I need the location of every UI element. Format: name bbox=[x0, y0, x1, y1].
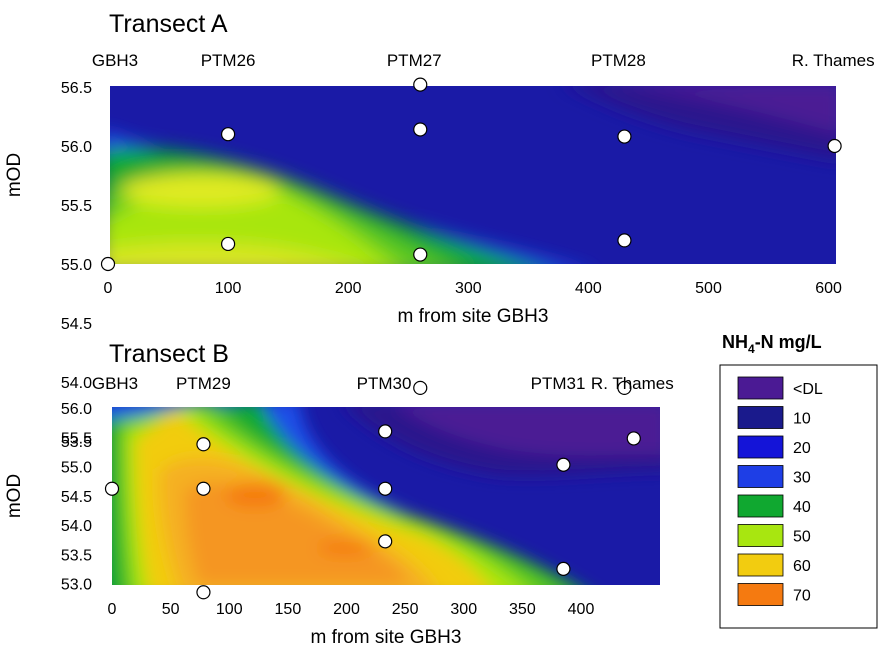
legend-label: 50 bbox=[793, 529, 811, 546]
legend-swatch bbox=[737, 524, 784, 547]
transect-b-site-labels: GBH3 PTM29 PTM30 PTM31 R. Thames bbox=[92, 374, 674, 393]
transect-b-contour-field bbox=[112, 407, 660, 585]
legend-label: 30 bbox=[793, 470, 811, 487]
transect-a-y-tick-label: 55.0 bbox=[61, 257, 92, 274]
transect-b-x-tick-label: 350 bbox=[509, 601, 536, 618]
legend-swatch bbox=[737, 553, 784, 577]
transect-a-sample-point bbox=[413, 247, 428, 262]
transect-b-x-tick-label: 50 bbox=[162, 601, 180, 618]
transect-a-x-tick-label: 600 bbox=[815, 280, 842, 297]
transect-a-site-label: R. Thames bbox=[792, 51, 875, 70]
transect-a-site-label: PTM26 bbox=[201, 51, 256, 70]
transect-b-y-tick-label: 55.0 bbox=[61, 460, 92, 477]
legend-label: <DL bbox=[793, 381, 823, 398]
transect-b-sample-point bbox=[196, 481, 211, 496]
transect-b-y-tick-label: 54.0 bbox=[61, 518, 92, 535]
transect-a-contour-field bbox=[110, 86, 836, 264]
transect-a-y-tick-label: 55.5 bbox=[61, 198, 92, 215]
transect-b-y-tick-label: 54.5 bbox=[61, 489, 92, 506]
transect-a-sample-point bbox=[617, 233, 632, 248]
legend-label: 20 bbox=[793, 440, 811, 457]
transect-b-x-tick-label: 400 bbox=[568, 601, 595, 618]
transect-a-sample-point bbox=[827, 138, 842, 154]
transect-b-sample-point bbox=[556, 457, 571, 472]
transect-b-y-tick-label: 53.5 bbox=[61, 547, 92, 564]
transect-a-sample-point bbox=[413, 380, 428, 395]
transect-a-x-tick-label: 0 bbox=[104, 280, 113, 297]
transect-b-sample-point bbox=[556, 561, 571, 576]
transect-a-sample-point bbox=[221, 127, 236, 142]
legend-swatch bbox=[737, 465, 784, 488]
transect-a-sample-point bbox=[100, 256, 116, 272]
legend-label: 40 bbox=[793, 499, 811, 516]
transect-b-site-label: PTM30 bbox=[357, 374, 412, 393]
transect-a-x-label: m from site GBH3 bbox=[398, 306, 549, 327]
transect-b-x-tick-label: 150 bbox=[275, 601, 302, 618]
transect-a-title: Transect A bbox=[109, 10, 228, 38]
transect-b-x-label: m from site GBH3 bbox=[311, 627, 462, 648]
legend: NH4-N mg/L <DL 10 20 30 40 50 60 70 bbox=[719, 332, 878, 629]
legend-label: 60 bbox=[793, 558, 811, 575]
transect-b-sample-points bbox=[104, 424, 641, 600]
transect-a-sample-point bbox=[413, 77, 428, 92]
transect-b-chart: Transect B 0 50 100 150 200 250 300 350 400 56.0 5… bbox=[4, 340, 674, 648]
transect-a-x-tick-label: 300 bbox=[455, 280, 482, 297]
transect-b-sample-point bbox=[626, 431, 641, 446]
transect-a-y-tick-label: 54.0 bbox=[61, 375, 92, 392]
transect-b-sample-point bbox=[196, 437, 211, 452]
transect-a-site-labels: GBH3 PTM26 PTM27 PTM28 R. Thames bbox=[92, 51, 875, 70]
transect-b-sample-point bbox=[378, 481, 393, 496]
legend-label: 70 bbox=[793, 588, 811, 605]
transect-a-site-label: GBH3 bbox=[92, 51, 138, 70]
legend-title-main: NH bbox=[722, 332, 748, 352]
transect-a-y-tick-label: 54.5 bbox=[61, 316, 92, 333]
legend-swatch bbox=[737, 406, 784, 429]
transect-a-sample-point bbox=[617, 380, 632, 395]
transect-b-site-label: GBH3 bbox=[92, 374, 138, 393]
transect-b-title: Transect B bbox=[109, 340, 229, 368]
transect-b-x-tick-label: 250 bbox=[392, 601, 419, 618]
transect-a-x-tick-label: 400 bbox=[575, 280, 602, 297]
transect-b-sample-point bbox=[378, 424, 393, 439]
transect-b-sample-point bbox=[104, 481, 120, 496]
transect-a-sample-point bbox=[617, 129, 632, 144]
transect-b-y-tick-label: 55.5 bbox=[61, 430, 92, 447]
transect-a-sample-point bbox=[221, 236, 236, 252]
transect-b-y-label: mOD bbox=[4, 474, 25, 518]
transect-b-x-tick-label: 300 bbox=[450, 601, 477, 618]
transect-a-sample-point bbox=[413, 122, 428, 137]
legend-swatch bbox=[737, 376, 784, 400]
legend-title-sub: 4 bbox=[748, 342, 755, 356]
transect-b-site-label: R. Thames bbox=[591, 374, 674, 393]
transect-b-x-tick-label: 0 bbox=[108, 601, 117, 618]
transect-b-site-label: PTM31 bbox=[531, 374, 586, 393]
legend-swatch bbox=[737, 583, 784, 606]
transect-a-x-tick-label: 500 bbox=[695, 280, 722, 297]
transect-b-sample-point bbox=[378, 534, 393, 549]
transect-b-y-tick-label: 53.0 bbox=[61, 577, 92, 594]
transect-b-axes: 0 50 100 150 200 250 300 350 400 56.0 55.5 55.0 54.5… bbox=[61, 401, 595, 618]
transect-a-chart: Transect A 0 100 200 300 400 500 600 56.5 56.0 55… bbox=[4, 10, 875, 472]
transect-a-axes: 0 100 200 300 400 500 600 56.5 56.0 55.5 55.0 54.5 5… bbox=[61, 80, 842, 451]
transect-a-x-tick-label: 100 bbox=[215, 280, 242, 297]
transect-a-y-tick-label: 56.5 bbox=[61, 80, 92, 97]
transect-a-y-label: mOD bbox=[4, 153, 25, 197]
legend-label: 10 bbox=[793, 411, 811, 428]
transect-b-x-tick-label: 100 bbox=[216, 601, 243, 618]
transect-b-sample-point bbox=[196, 585, 211, 600]
transect-a-site-label: PTM27 bbox=[387, 51, 442, 70]
transect-b-x-tick-label: 200 bbox=[333, 601, 360, 618]
legend-title: NH4-N mg/L bbox=[722, 332, 822, 356]
transect-b-y-tick-label: 56.0 bbox=[61, 401, 92, 418]
transect-a-x-tick-label: 200 bbox=[335, 280, 362, 297]
legend-swatch bbox=[737, 435, 784, 459]
transect-b-site-label: PTM29 bbox=[176, 374, 231, 393]
legend-title-rest: -N mg/L bbox=[755, 332, 822, 352]
transect-a-y-tick-label: 53.5 bbox=[61, 434, 92, 451]
transect-a-site-label: PTM28 bbox=[591, 51, 646, 70]
legend-items: <DL 10 20 30 40 50 60 70 bbox=[737, 376, 823, 606]
transect-a-y-tick-label: 56.0 bbox=[61, 139, 92, 156]
legend-swatch bbox=[737, 494, 784, 518]
